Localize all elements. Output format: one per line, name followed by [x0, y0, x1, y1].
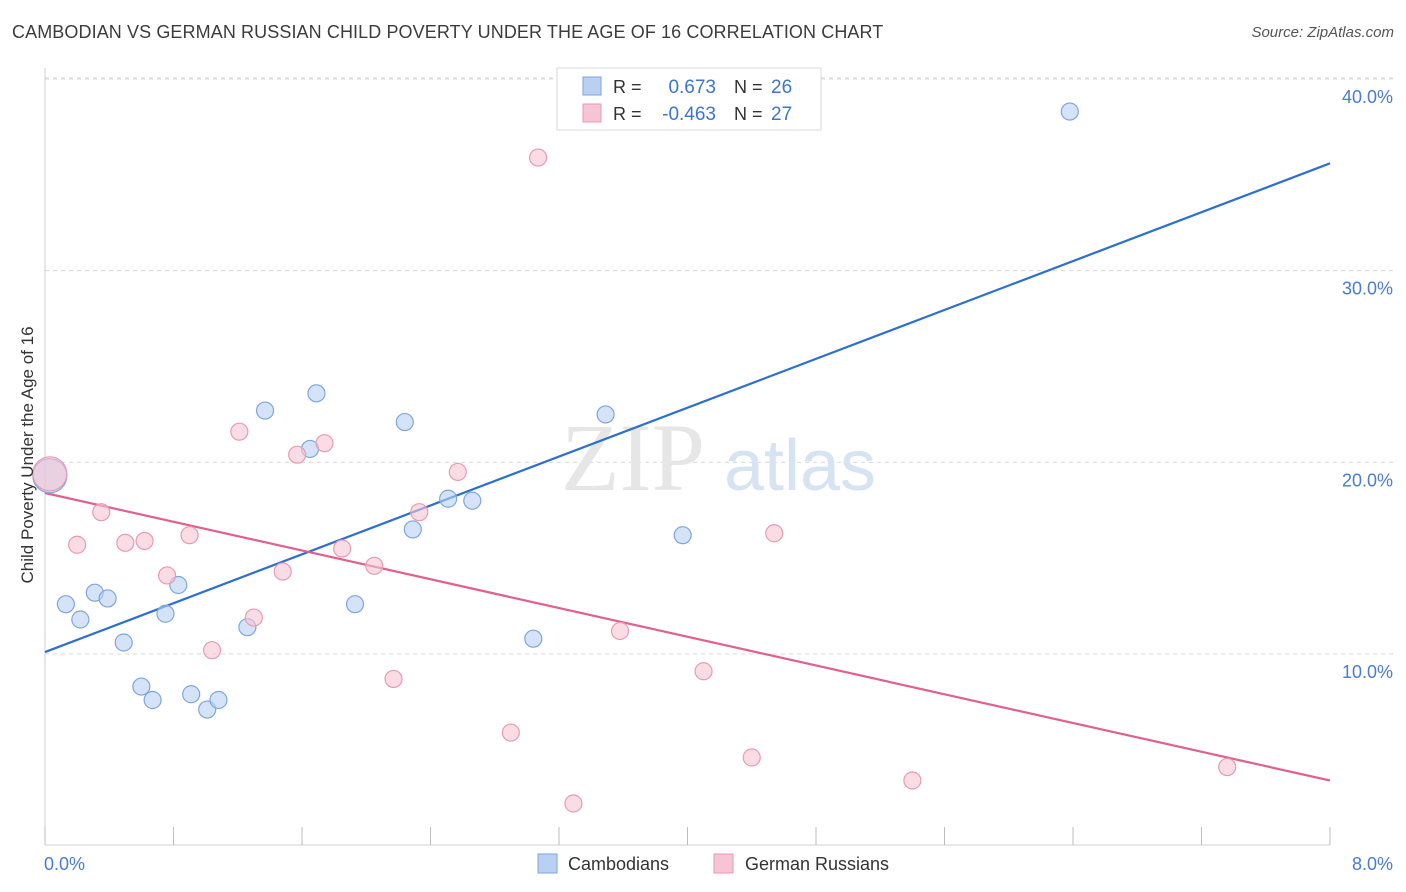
point-german-russians-18: [501, 723, 520, 742]
point-cambodians-14: [255, 401, 275, 420]
point-german-russians-8: [230, 422, 249, 441]
point-cambodians-22: [524, 629, 543, 648]
legend-swatch-cambodians: [582, 76, 602, 96]
point-cambodians-16: [307, 384, 326, 403]
point-cambodians-21: [463, 491, 482, 510]
bottom-legend-label-german-russians: German Russians: [745, 854, 889, 874]
source-label: Source: ZipAtlas.com: [1251, 24, 1394, 41]
y-tick-label-20: 20.0%: [1342, 470, 1393, 490]
bottom-legend-swatch-german-russians: [713, 853, 734, 874]
point-cambodians-20: [439, 489, 458, 508]
trend-line-cambodians: [44, 162, 1331, 654]
point-german-russians-15: [384, 669, 403, 689]
y-axis-label: Child Poverty Under the Age of 16: [18, 326, 37, 583]
point-cambodians-1: [56, 595, 75, 614]
data-points: [32, 102, 1237, 813]
point-german-russians-22: [694, 662, 713, 681]
legend-box: R = 0.673 N = 26 R = -0.463 N = 27: [556, 67, 822, 131]
point-cambodians-23: [596, 405, 615, 424]
point-cambodians-17: [345, 595, 365, 614]
x-tick-labels: 0.0% 8.0%: [44, 854, 1393, 874]
point-german-russians-1: [68, 535, 87, 554]
point-german-russians-23: [742, 748, 761, 767]
watermark-atlas: atlas: [724, 426, 876, 506]
point-cambodians-18: [395, 412, 414, 432]
point-cambodians-6: [132, 677, 151, 696]
legend-r-label-2: R =: [613, 104, 642, 124]
point-german-russians-26: [1218, 757, 1237, 777]
legend-n-value-1: 26: [771, 77, 792, 98]
legend-r-value-2: -0.463: [662, 104, 716, 125]
point-cambodians-10: [182, 685, 201, 704]
point-cambodians-19: [403, 520, 422, 539]
point-german-russians-5: [157, 566, 177, 585]
grid-lines: [45, 77, 1393, 655]
watermark: ZIP atlas: [561, 404, 876, 511]
point-cambodians-12: [209, 690, 228, 710]
point-german-russians-17: [448, 462, 467, 482]
point-german-russians-25: [903, 771, 922, 790]
legend-r-label-1: R =: [613, 77, 642, 97]
point-german-russians-6: [180, 526, 199, 545]
point-cambodians-2: [71, 610, 90, 629]
legend-n-value-2: 27: [771, 104, 792, 125]
trend-line-german-russians: [44, 491, 1331, 782]
bottom-legend-swatch-cambodians: [537, 853, 558, 874]
point-cambodians-4: [98, 589, 117, 608]
point-cambodians-25: [1060, 102, 1079, 121]
point-cambodians-5: [114, 633, 133, 652]
legend-swatch-german-russians: [582, 103, 602, 123]
y-tick-label-40: 40.0%: [1342, 87, 1393, 107]
point-german-russians-14: [365, 556, 384, 575]
point-german-russians-4: [135, 531, 154, 551]
legend-n-label-2: N =: [734, 104, 763, 124]
y-tick-label-30: 30.0%: [1342, 279, 1393, 299]
y-tick-labels: 10.0% 20.0% 30.0% 40.0%: [1342, 87, 1393, 682]
point-german-russians-16: [410, 503, 429, 522]
chart-title: CAMBODIAN VS GERMAN RUSSIAN CHILD POVERT…: [12, 22, 884, 42]
point-german-russians-11: [288, 445, 307, 464]
point-german-russians-9: [244, 608, 263, 627]
point-german-russians-10: [273, 562, 292, 581]
y-tick-label-10: 10.0%: [1342, 662, 1393, 682]
point-german-russians-21: [610, 621, 630, 641]
point-german-russians-3: [116, 533, 135, 552]
axes: [44, 68, 1331, 846]
legend-r-value-1: 0.673: [668, 77, 716, 98]
point-german-russians-20: [564, 794, 583, 813]
point-german-russians-19: [529, 148, 548, 167]
point-german-russians-7: [202, 641, 222, 660]
x-tick-label-max: 8.0%: [1352, 854, 1393, 874]
bottom-legend-label-cambodians: Cambodians: [568, 854, 669, 874]
bottom-legend: Cambodians German Russians: [537, 853, 889, 874]
point-german-russians-13: [333, 539, 352, 558]
point-german-russians-0: [32, 456, 68, 492]
point-cambodians-24: [673, 526, 692, 545]
point-german-russians-24: [765, 524, 784, 543]
watermark-zip: ZIP: [561, 404, 705, 511]
point-german-russians-12: [315, 434, 334, 453]
x-tick-label-min: 0.0%: [44, 854, 85, 874]
point-cambodians-7: [143, 690, 162, 710]
legend-n-label-1: N =: [734, 77, 763, 97]
point-cambodians-8: [156, 604, 175, 623]
point-german-russians-2: [92, 503, 111, 522]
trend-lines: [44, 162, 1331, 782]
